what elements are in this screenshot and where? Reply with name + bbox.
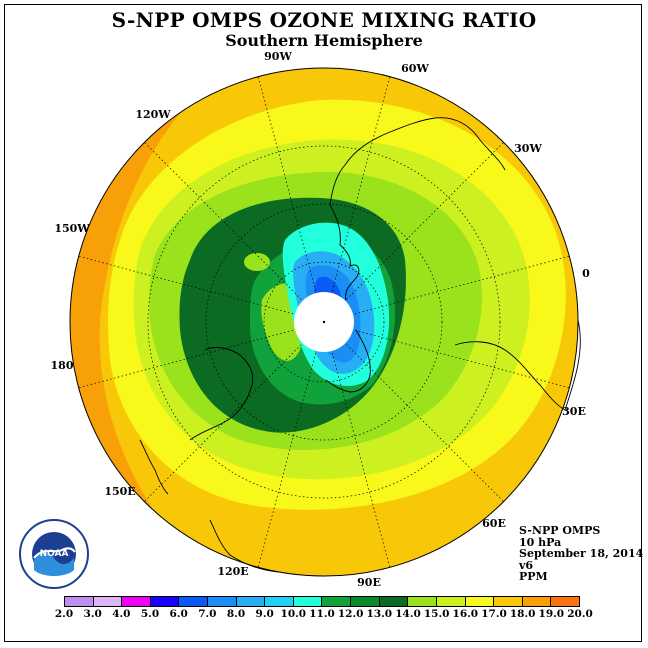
colorbar-tick-label: 2.0 — [54, 608, 74, 620]
australia-coast — [189, 347, 254, 441]
colorbar-tick-label: 11.0 — [309, 608, 335, 620]
colorbar-tick-label: 10.0 — [280, 608, 307, 620]
colorbar-swatch — [122, 597, 151, 606]
colorbar-swatch — [265, 597, 294, 606]
colorbar-tick-labels: 2.0 3.0 4.0 5.0 6.0 7.0 8.0 9.0 10.0 11.0 12.0 13.0… — [55, 608, 593, 622]
colorbar-tick-label: 20.0 — [567, 608, 593, 620]
africa-coast — [454, 319, 581, 411]
colorbar-swatch — [379, 597, 409, 606]
colorbar-swatch — [522, 597, 552, 606]
colorbar-tick-label: 6.0 — [169, 608, 188, 620]
colorbar-tick-label: 3.0 — [83, 608, 102, 620]
longitude-label: 150E — [104, 485, 135, 498]
longitude-label: 60W — [401, 62, 429, 75]
colorbar-swatch — [322, 597, 352, 606]
longitude-label: 150W — [54, 222, 90, 235]
antarctic-coast-east — [325, 329, 371, 393]
longitude-label: 30W — [514, 142, 542, 155]
colorbar-swatch — [150, 597, 180, 606]
colorbar-tick-label: 14.0 — [395, 608, 421, 620]
south-america-coast — [329, 117, 506, 206]
coastlines — [139, 117, 581, 573]
latitude-circle-45S — [147, 145, 501, 499]
graticule — [78, 76, 570, 568]
colorbar-swatch — [236, 597, 266, 606]
colorbar-tick-label: 17.0 — [481, 608, 507, 620]
southeast-asia-coast — [209, 519, 279, 573]
field-dark-orange-left — [70, 92, 200, 560]
longitude-label: 0 — [582, 267, 590, 280]
date-label: September 18, 2014 — [519, 547, 644, 560]
colorbar-tick-label: 9.0 — [255, 608, 274, 620]
product-info: S-NPP OMPS 10 hPa September 18, 2014 v6 … — [519, 525, 643, 583]
colorbar-swatch — [494, 597, 523, 606]
colorbar-tick-label: 13.0 — [366, 608, 393, 620]
antarctic-peninsula-coast — [329, 204, 360, 301]
longitude-label: 60E — [482, 517, 506, 530]
units-label: PPM — [519, 570, 548, 583]
colorbar-swatch — [293, 597, 323, 606]
new-zealand-coast — [139, 439, 169, 495]
noaa-logo-text: NOAA — [40, 549, 69, 559]
longitude-label: 30E — [562, 405, 586, 418]
colorbar-tick-label: 19.0 — [538, 608, 565, 620]
map-title: S-NPP OMPS OZONE MIXING RATIO — [111, 8, 537, 32]
latitude-circle-75S — [263, 261, 385, 383]
colorbar-swatch — [465, 597, 495, 606]
colorbar-swatch — [351, 597, 380, 606]
longitude-label: 120W — [135, 108, 171, 121]
field-light-green-spot — [244, 253, 270, 271]
version-label: v6 — [519, 558, 534, 572]
longitude-label: 120E — [217, 565, 248, 578]
colorbar-tick-label: 18.0 — [509, 608, 536, 620]
longitude-label: 180 — [51, 359, 74, 372]
map-subtitle: Southern Hemisphere — [225, 31, 423, 50]
latitude-circle-60S — [205, 203, 443, 441]
colorbar-tick-label: 15.0 — [423, 608, 450, 620]
longitude-label: 90W — [264, 50, 292, 63]
longitude-labels: 90W 60W 30W 0 30E 60E 90E 120E 150E 180 150W 120W — [51, 50, 591, 589]
colorbar-tick-label: 7.0 — [198, 608, 217, 620]
colorbar — [64, 596, 580, 607]
colorbar-swatch — [408, 597, 437, 606]
colorbar-tick-label: 8.0 — [226, 608, 246, 620]
colorbar-swatch — [436, 597, 466, 606]
noaa-logo: NOAA — [18, 518, 90, 590]
colorbar-tick-label: 12.0 — [337, 608, 364, 620]
map-frame — [4, 4, 642, 642]
colorbar-swatch — [551, 597, 579, 606]
colorbar-tick-label: 16.0 — [452, 608, 479, 620]
instrument-label: S-NPP OMPS — [519, 524, 601, 537]
pressure-level-label: 10 hPa — [519, 535, 562, 549]
colorbar-swatch — [208, 597, 237, 606]
map-border — [69, 67, 579, 577]
south-pole-marker — [322, 320, 326, 324]
colorbar-swatch — [179, 597, 209, 606]
colorbar-tick-label: 4.0 — [112, 608, 131, 620]
colorbar-tick-label: 5.0 — [140, 608, 160, 620]
colorbar-swatch — [93, 597, 123, 606]
colorbar-swatch — [65, 597, 94, 606]
longitude-label: 90E — [357, 576, 381, 589]
